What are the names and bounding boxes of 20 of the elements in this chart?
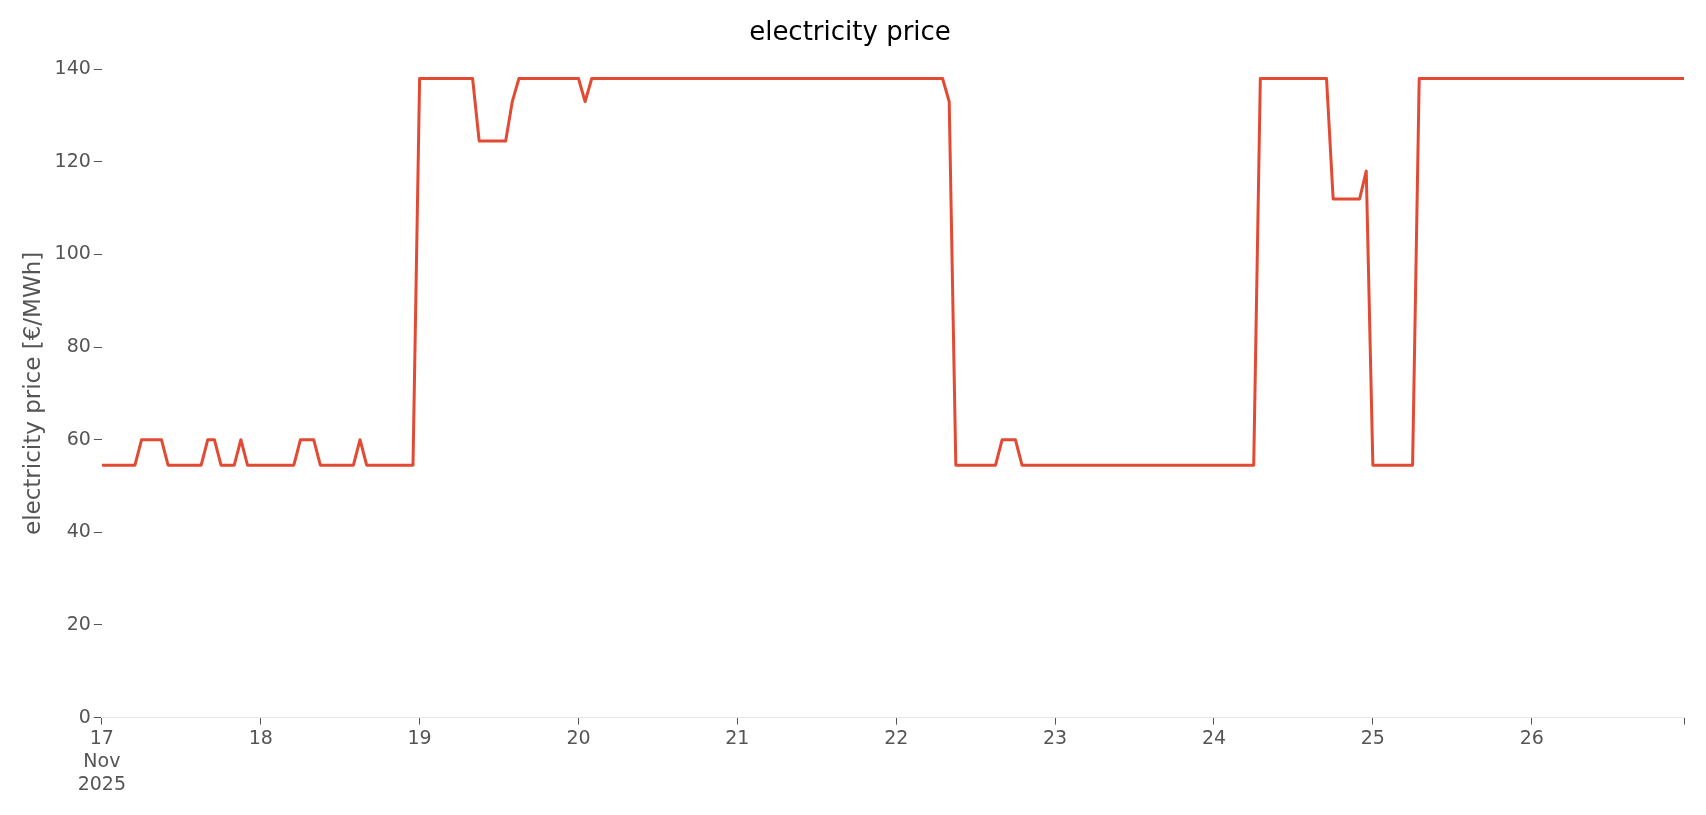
x-tick-label: 21	[725, 725, 750, 748]
y-axis-title: electricity price [€/MWh]	[18, 251, 45, 536]
y-tick-label: 60	[66, 426, 91, 449]
chart-title: electricity price	[749, 16, 951, 47]
y-tick-label: 40	[66, 519, 91, 542]
y-tick-label: 140	[54, 56, 91, 79]
x-tick-label: 19	[407, 725, 432, 748]
x-tick-label: 26	[1519, 725, 1544, 748]
x-tick-label: 17 Nov 2025	[77, 725, 127, 794]
y-tick-label: 120	[54, 148, 91, 171]
x-tick-label: 24	[1201, 725, 1227, 748]
x-tick-label: 22	[884, 725, 909, 748]
y-tick-label: 80	[66, 334, 91, 357]
x-tick-label: 25	[1360, 725, 1385, 748]
x-tick-label: 20	[566, 725, 591, 748]
y-tick-label: 20	[66, 611, 91, 634]
x-tick-label: 18	[248, 725, 273, 748]
y-tick-label: 0	[78, 704, 91, 727]
x-tick-label: 23	[1043, 725, 1068, 748]
y-tick-label: 100	[54, 241, 91, 264]
